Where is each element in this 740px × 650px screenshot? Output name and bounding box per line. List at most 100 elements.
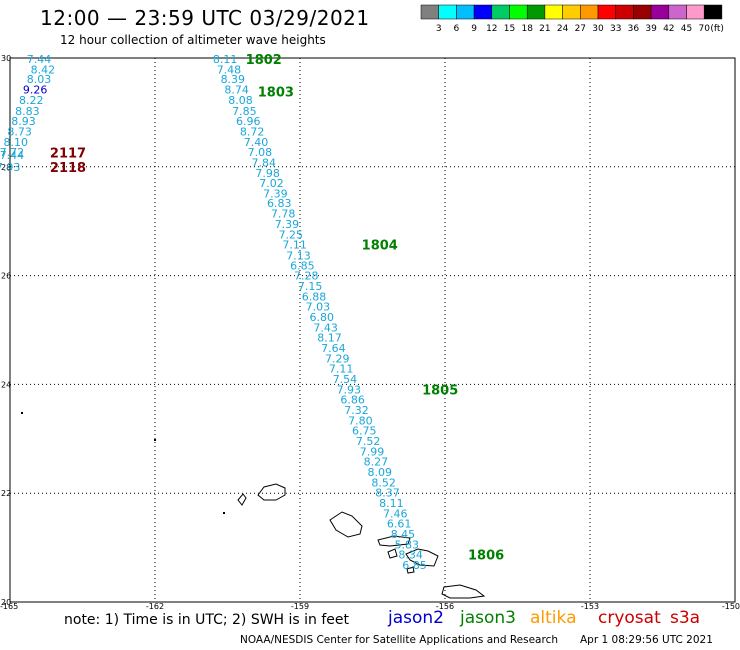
swh-value: 7.29 [325, 352, 350, 365]
legend-swatch [686, 4, 705, 20]
swh-value: 7.99 [360, 445, 385, 458]
swh-value: 7.64 [321, 342, 346, 355]
swh-values: 8.117.488.398.748.087.856.968.727.407.08… [0, 53, 427, 572]
swh-value: 7.44 [0, 149, 24, 162]
swh-value: 6.83 [267, 197, 292, 210]
swh-value: 7.48 [217, 63, 242, 76]
swh-value: 7.25 [279, 228, 304, 241]
swh-value: 6.85 [290, 259, 315, 272]
legend-swatch [650, 4, 670, 20]
lon-tick-label: -153 [581, 602, 599, 611]
pass-time-label: 1803 [258, 86, 294, 101]
map-grid: -165 -162 -159 -156 -153 -150 30 28 26 24 22 20 [0, 54, 740, 611]
swh-value: 8.73 [7, 125, 32, 138]
swh-value: 8.72 [240, 125, 265, 138]
island-dot-nihoa [223, 512, 225, 514]
swh-value: 7.08 [248, 146, 273, 159]
lat-tick-label: 26 [1, 272, 11, 281]
legend-label: 45 [681, 24, 692, 34]
satellite-jason2: jason2 [388, 608, 444, 628]
swh-value: 7.93 [337, 383, 362, 396]
swh-value: 6.88 [302, 290, 327, 303]
swh-value: 7.03 [306, 301, 331, 314]
legend-swatch [509, 4, 528, 20]
island-maui [405, 548, 439, 567]
island-dot-ffs [21, 412, 23, 414]
swh-value: 8.45 [391, 528, 416, 541]
island-dot-necker [154, 439, 156, 441]
legend-swatch [668, 4, 687, 20]
swh-value: 8.03 [27, 73, 52, 86]
island-niihau [237, 493, 247, 506]
lon-tick-label: -162 [146, 602, 164, 611]
swh-value: 7.32 [344, 404, 369, 417]
swh-value: 8.09 [368, 466, 393, 479]
map-subtitle: 12 hour collection of altimeter wave hei… [60, 33, 326, 47]
swh-value: 8.93 [11, 115, 36, 128]
lon-tick-label: -150 [722, 602, 740, 611]
swh-value: 7.43 [313, 321, 338, 334]
swh-value: 8.42 [31, 63, 56, 76]
pass-time-label: 1802 [246, 53, 282, 68]
legend-label: 6 [454, 24, 460, 34]
hawaiian-islands [21, 412, 486, 599]
lat-tick-label: 22 [1, 489, 11, 498]
swh-value: 7.15 [298, 280, 323, 293]
swh-value: 6.96 [236, 115, 261, 128]
legend-label: 12 [486, 24, 497, 34]
pass-time-label: 1805 [422, 383, 458, 398]
swh-value: 7.54 [333, 373, 358, 386]
legend-label: 70 [698, 24, 710, 34]
legend-swatch [420, 4, 439, 20]
swh-value: 7.28 [294, 270, 319, 283]
legend-label: 42 [663, 24, 674, 34]
wave-height-legend: 3 6 9 12 15 18 21 24 27 30 33 36 39 42 45 70 (ft) [420, 4, 724, 34]
legend-swatch [544, 4, 563, 20]
legend-label: 39 [645, 24, 657, 34]
swh-value: 8.27 [364, 456, 389, 469]
swh-value: 8.11 [379, 497, 404, 510]
swh-value: 7.39 [263, 187, 288, 200]
legend-swatch [473, 4, 493, 20]
swh-value: 8.74 [224, 84, 249, 97]
swh-value: 8.22 [19, 94, 44, 107]
swh-value: 9.26 [23, 84, 48, 97]
swh-value: 6.80 [310, 311, 335, 324]
swh-value: 7.98 [255, 167, 280, 180]
satellite-cryosat: cryosat [598, 608, 661, 628]
swh-value: 6.86 [340, 394, 365, 407]
legend-label: 21 [539, 24, 550, 34]
lon-tick-label: -159 [291, 602, 309, 611]
swh-value: 7.39 [275, 218, 300, 231]
legend-label: 36 [628, 24, 640, 34]
swh-value: 7.84 [252, 156, 277, 169]
swh-value: 8.10 [4, 136, 29, 149]
swh-value: 7.02 [259, 177, 284, 190]
legend-unit: (ft) [710, 24, 724, 34]
legend-swatch [597, 4, 616, 20]
credit-line: NOAA/NESDIS Center for Satellite Applica… [240, 634, 558, 646]
swh-value: 7.11 [329, 363, 354, 376]
legend-label: 24 [557, 24, 569, 34]
swh-value: 5.83 [395, 538, 420, 551]
swh-value: 7.40 [244, 136, 269, 149]
legend-swatch [633, 4, 652, 20]
swh-value: 7.72 [0, 146, 24, 159]
swh-value: 8.52 [371, 476, 396, 489]
swh-value: 6.85 [402, 559, 427, 572]
generation-timestamp: Apr 1 08:29:56 UTC 2021 [580, 634, 713, 646]
pass-time-label: 2118 [50, 161, 86, 176]
lon-tick-label: -165 [0, 602, 18, 611]
swh-value: 7.13 [286, 249, 311, 262]
legend-label: 15 [504, 24, 515, 34]
swh-value: 7.85 [232, 105, 257, 118]
swh-value: 6.75 [352, 425, 377, 438]
island-oahu [329, 511, 363, 538]
legend-swatch [562, 4, 581, 20]
swh-value: 8.17 [317, 332, 342, 345]
legend-label: 9 [471, 24, 477, 34]
legend-label: 18 [521, 24, 533, 34]
swh-value: 8.08 [228, 94, 253, 107]
lat-tick-label: 20 [1, 598, 11, 607]
